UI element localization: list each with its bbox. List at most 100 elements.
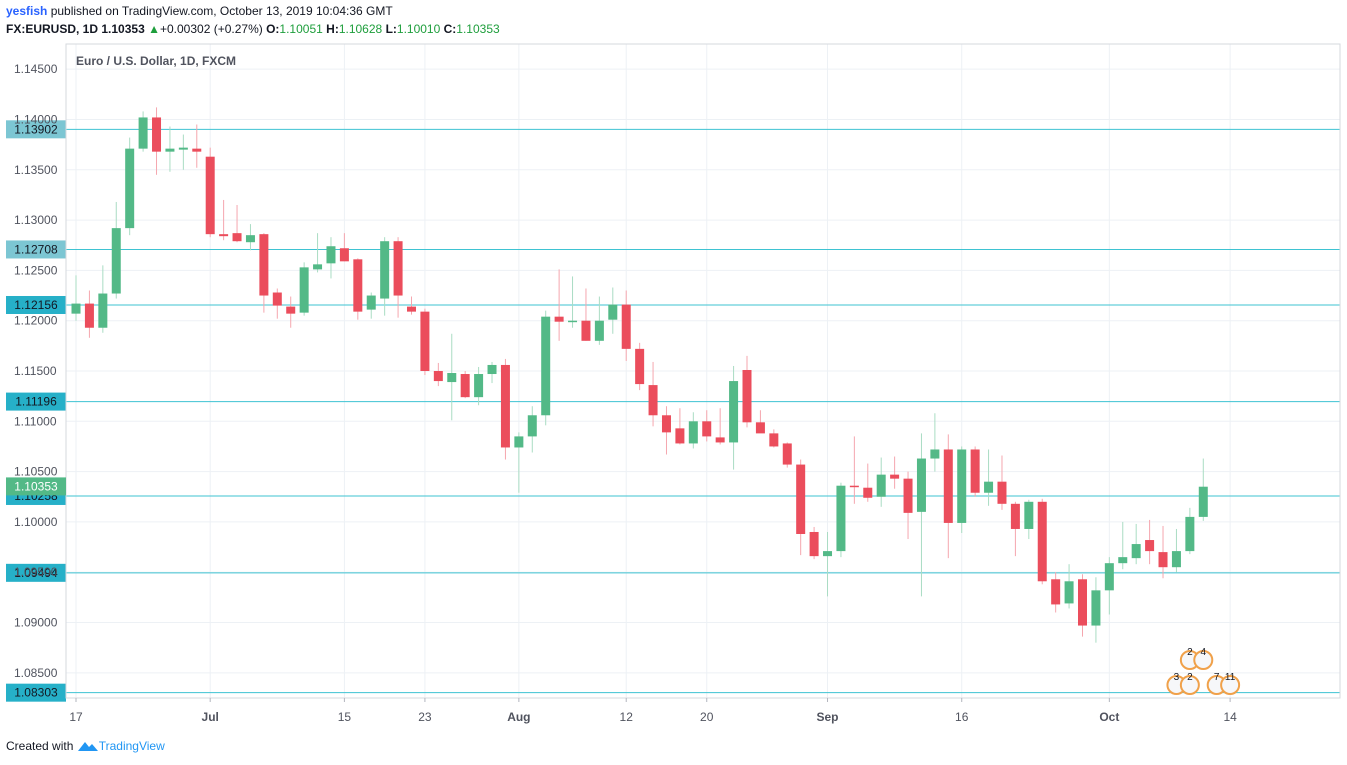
candle-body: [339, 248, 349, 262]
y-tick-label: 1.08500: [14, 666, 58, 680]
candle-down: [755, 410, 765, 434]
candle-up: [474, 366, 484, 406]
candle-body: [380, 241, 390, 299]
candle-body: [782, 443, 792, 465]
x-tick-label: 14: [1223, 710, 1237, 724]
candle-body: [809, 531, 819, 557]
candle-body: [796, 464, 806, 534]
high-value: 1.10628: [338, 22, 383, 36]
candle-up: [313, 233, 323, 273]
candle-body: [500, 364, 510, 448]
open-value: 1.10051: [279, 22, 323, 36]
candle-body: [635, 348, 645, 385]
candle-down: [769, 429, 779, 448]
candle-body: [447, 373, 457, 383]
candle-down: [232, 204, 242, 243]
candle-body: [581, 320, 591, 341]
candle-up: [1118, 521, 1128, 570]
candle-up: [594, 296, 604, 345]
footer: Created with TradingView: [6, 739, 165, 753]
y-tick-label: 1.10000: [14, 515, 58, 529]
candle-down: [890, 456, 900, 489]
candle-body: [608, 304, 618, 320]
candle-up: [138, 111, 148, 152]
x-tick-label: Oct: [1099, 710, 1119, 724]
candle-body: [916, 458, 926, 512]
candle-body: [178, 147, 188, 150]
level-label-box: [6, 240, 66, 259]
x-tick-label: Sep: [817, 710, 839, 724]
event-flag-icon: [1193, 650, 1214, 670]
tradingview-link[interactable]: TradingView: [98, 739, 165, 753]
level-label-box: [6, 392, 66, 411]
candle-up: [245, 224, 255, 251]
candle-up: [1104, 557, 1114, 615]
last-price-box: [6, 477, 66, 496]
created-with-text: Created with: [6, 739, 74, 753]
candle-down: [970, 446, 980, 497]
candle-body: [890, 474, 900, 479]
candles[interactable]: [71, 107, 1208, 643]
price-chart[interactable]: 1.139021.127081.121561.111961.102581.094…: [0, 40, 1347, 732]
x-tick-label: Jul: [202, 710, 219, 724]
candle-down: [742, 355, 752, 428]
last-price-label: 1.10353: [14, 479, 58, 493]
candle-body: [661, 415, 671, 433]
candle-up: [823, 531, 833, 597]
y-tick-label: 1.11000: [14, 414, 57, 428]
level-label-box: [6, 295, 66, 314]
candle-body: [165, 148, 175, 152]
candle-down: [339, 233, 349, 262]
candle-body: [957, 449, 967, 523]
candle-down: [272, 288, 282, 319]
author-name[interactable]: yesfish: [6, 4, 48, 18]
candle-down: [715, 408, 725, 445]
candle-up: [447, 333, 457, 421]
candle-down: [460, 371, 470, 399]
event-count: 4: [1200, 647, 1206, 658]
candle-body: [594, 320, 604, 341]
candle-down: [943, 434, 953, 559]
candle-down: [286, 296, 296, 328]
candle-body: [326, 246, 336, 264]
candle-body: [393, 241, 403, 296]
candle-down: [353, 258, 363, 320]
candle-body: [742, 369, 752, 423]
candle-body: [984, 481, 994, 493]
candle-up: [98, 265, 108, 333]
event-markers[interactable]: 2 43 2 7 11: [1166, 647, 1241, 695]
candle-up: [1131, 523, 1141, 565]
candle-up: [71, 275, 81, 321]
y-tick-label: 1.14000: [14, 112, 58, 126]
candle-down: [782, 442, 792, 468]
candle-down: [192, 124, 202, 168]
y-tick-label: 1.13500: [14, 163, 58, 177]
candle-body: [1118, 557, 1128, 564]
candle-up: [541, 310, 551, 426]
candle-body: [245, 235, 255, 243]
candle-body: [715, 437, 725, 443]
event-flag-icon: [1179, 675, 1200, 695]
symbol-name: FX:EURUSD, 1D: [6, 22, 99, 36]
candle-body: [688, 421, 698, 444]
candle-body: [111, 228, 121, 294]
y-tick-label: 1.13000: [14, 213, 58, 227]
candle-down: [675, 408, 685, 445]
price-axis[interactable]: 1.14500 1.14000 1.13500 1.13000 1.12500 1.120…: [6, 62, 66, 680]
candle-down: [997, 455, 1007, 510]
candle-up: [1064, 564, 1074, 609]
candle-down: [84, 290, 94, 338]
candle-body: [823, 551, 833, 557]
time-axis[interactable]: 17 Jul 15 23 Aug 12 20 Sep 16 Oct 14: [69, 698, 1237, 724]
candle-body: [313, 264, 323, 270]
candle-down: [849, 436, 859, 504]
candle-body: [1010, 503, 1020, 529]
candle-down: [1010, 501, 1020, 557]
candle-up: [1185, 507, 1195, 555]
candle-up: [487, 361, 497, 384]
candle-body: [527, 415, 537, 437]
candle-body: [568, 320, 578, 323]
candle-body: [863, 487, 873, 498]
candle-up: [527, 406, 537, 453]
candle-body: [836, 485, 846, 552]
